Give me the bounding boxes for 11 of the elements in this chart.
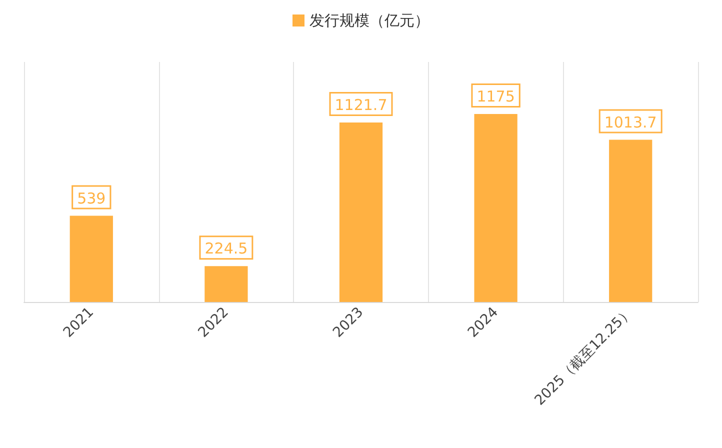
legend-label: 发行规模（亿元） <box>310 12 430 30</box>
bar <box>204 266 248 302</box>
bar <box>609 140 652 302</box>
data-label: 224.5 <box>204 240 248 258</box>
data-label: 1175 <box>476 88 515 106</box>
data-label: 1121.7 <box>334 96 388 114</box>
bar <box>339 122 383 302</box>
data-label: 539 <box>77 189 106 208</box>
bar <box>70 216 113 302</box>
data-label: 1013.7 <box>604 113 657 132</box>
bar <box>474 114 518 302</box>
